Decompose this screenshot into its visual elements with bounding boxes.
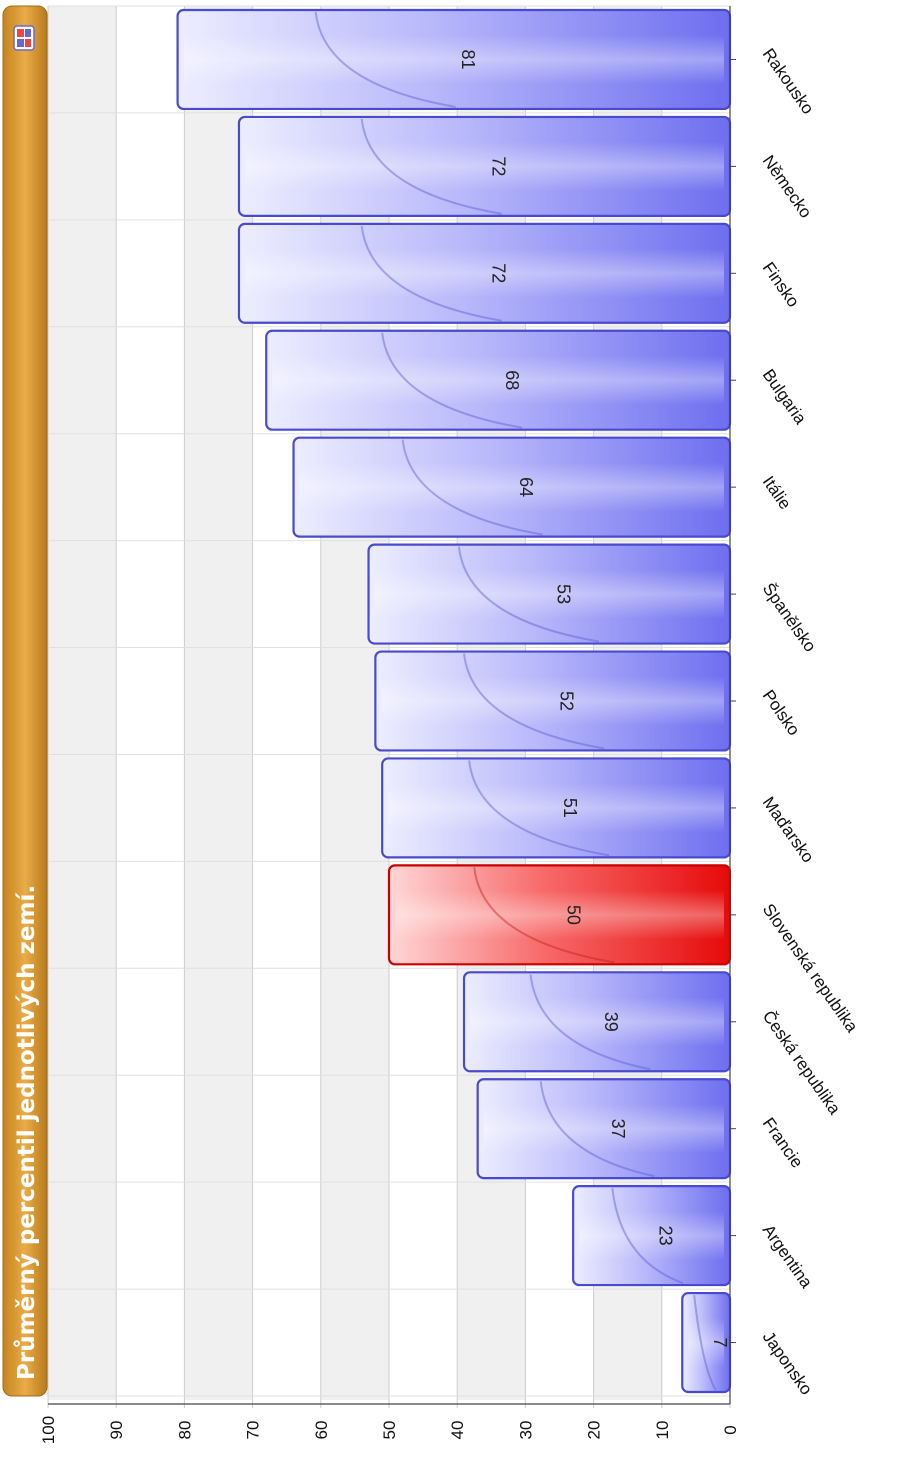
bar-group: 50 bbox=[387, 864, 732, 966]
category-label: Španělsko bbox=[759, 579, 820, 655]
bar-shine bbox=[539, 1081, 655, 1178]
bar-gloss bbox=[388, 783, 724, 833]
data-label: 52 bbox=[557, 691, 577, 711]
tick-label: 0 bbox=[721, 1425, 740, 1434]
bar-gloss bbox=[299, 462, 724, 512]
chart-title: Průměrný percentil jednotlivých zemí. bbox=[13, 885, 40, 1380]
bar-group: 7 bbox=[681, 1291, 732, 1394]
data-label: 7 bbox=[710, 1338, 730, 1348]
category-label: Argentina bbox=[759, 1221, 817, 1292]
bar-group: 72 bbox=[237, 222, 732, 324]
bar-gloss bbox=[395, 890, 724, 940]
bar-shine bbox=[457, 546, 600, 643]
bar-group: 39 bbox=[462, 971, 732, 1073]
tick-label: 60 bbox=[312, 1421, 331, 1440]
category-label: Japonsko bbox=[759, 1328, 816, 1399]
bar-shine bbox=[473, 867, 615, 964]
bar-gloss bbox=[483, 1103, 724, 1154]
data-label: 72 bbox=[488, 156, 508, 176]
data-label: 23 bbox=[656, 1226, 676, 1246]
bar-gloss bbox=[579, 1210, 724, 1261]
bars: 81 72 72 68 64 53 52 51 50 39 37 23 7 bbox=[176, 8, 732, 1394]
bar-group: 23 bbox=[572, 1185, 732, 1287]
data-label: 51 bbox=[560, 798, 580, 818]
chart-menu-icon[interactable] bbox=[13, 25, 35, 51]
category-label: Finsko bbox=[759, 259, 803, 311]
bar-gloss bbox=[244, 248, 724, 299]
data-label: 81 bbox=[458, 49, 478, 69]
data-label: 50 bbox=[564, 905, 584, 925]
tick-label: 70 bbox=[244, 1421, 263, 1440]
bar-group: 64 bbox=[292, 436, 732, 538]
bar-gloss bbox=[183, 34, 724, 85]
bar-gloss bbox=[470, 997, 724, 1047]
tick-label: 80 bbox=[175, 1421, 194, 1440]
tick-label: 90 bbox=[107, 1421, 126, 1440]
data-label: 64 bbox=[516, 477, 536, 497]
bar-shine bbox=[360, 118, 502, 215]
bar-gloss bbox=[374, 569, 724, 619]
data-label: 53 bbox=[553, 584, 573, 604]
bar-shine bbox=[529, 974, 651, 1071]
bar-gloss bbox=[244, 141, 724, 192]
bar-group: 37 bbox=[476, 1078, 732, 1180]
category-label: Maďarsko bbox=[759, 793, 818, 866]
tick-label: 100 bbox=[39, 1416, 58, 1444]
bar-shine bbox=[693, 1294, 717, 1391]
data-label: 37 bbox=[608, 1119, 628, 1139]
category-label: Bulgaria bbox=[759, 366, 811, 428]
data-label: 39 bbox=[601, 1012, 621, 1032]
category-label: Německo bbox=[759, 152, 816, 222]
tick-label: 40 bbox=[448, 1421, 467, 1440]
category-label: Rakousko bbox=[759, 45, 818, 118]
tick-label: 20 bbox=[585, 1421, 604, 1440]
bar-shine bbox=[360, 225, 502, 322]
bar-shine bbox=[314, 11, 456, 108]
tick-label: 30 bbox=[516, 1421, 535, 1440]
bar-group: 52 bbox=[374, 650, 732, 752]
tick-label: 50 bbox=[380, 1421, 399, 1440]
category-label: Polsko bbox=[759, 686, 804, 739]
bar-gloss bbox=[381, 676, 724, 726]
bar-group: 53 bbox=[367, 543, 732, 645]
bar-shine bbox=[401, 439, 543, 536]
title-bar: Průměrný percentil jednotlivých zemí. bbox=[2, 5, 48, 1397]
data-label: 68 bbox=[502, 370, 522, 390]
bar-shine bbox=[468, 760, 610, 857]
bar-shine bbox=[463, 653, 605, 750]
bar-group: 72 bbox=[237, 115, 732, 217]
bar-shine bbox=[611, 1188, 684, 1285]
bar-group: 68 bbox=[265, 329, 732, 431]
bar-group: 51 bbox=[381, 757, 732, 859]
category-label: Francie bbox=[759, 1114, 807, 1171]
tick-label: 10 bbox=[653, 1421, 672, 1440]
bar-group: 81 bbox=[176, 8, 732, 111]
bar-gloss bbox=[688, 1317, 724, 1368]
category-label: Itálie bbox=[759, 473, 795, 513]
bar-shine bbox=[381, 332, 523, 429]
bar-gloss bbox=[272, 355, 724, 405]
grid-band bbox=[48, 6, 117, 1400]
category-label: Česká republika bbox=[759, 1007, 845, 1118]
data-label: 72 bbox=[488, 263, 508, 283]
